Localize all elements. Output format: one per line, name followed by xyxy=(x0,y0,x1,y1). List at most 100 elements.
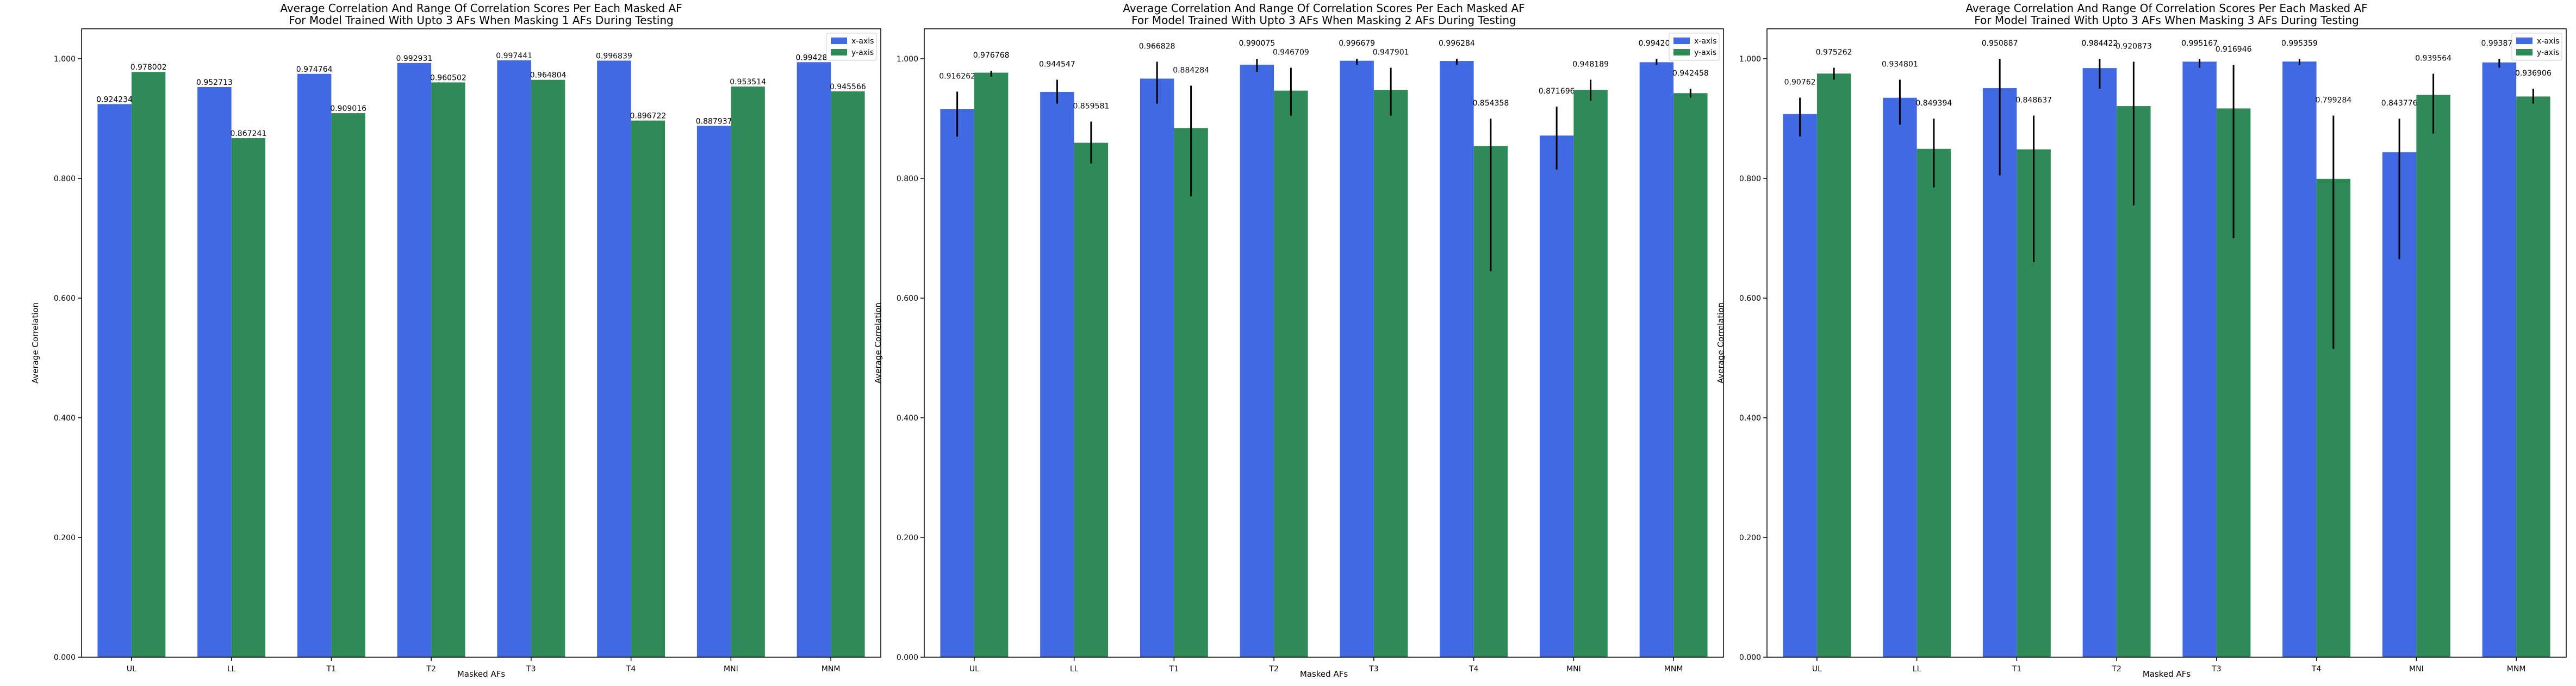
bar-x-axis-ll xyxy=(1883,97,1917,658)
x-tick-label: MNI xyxy=(724,665,738,673)
bar-y-axis-mnm xyxy=(1673,93,1708,658)
bar-x-axis-mnm xyxy=(2482,62,2517,657)
data-label-y-axis-t2: 0.960502 xyxy=(430,73,466,82)
x-tick-label: T1 xyxy=(2012,665,2021,673)
bar-y-axis-t2 xyxy=(431,82,465,658)
plot-frame xyxy=(81,28,881,658)
data-label-x-axis-t3: 0.995167 xyxy=(2181,39,2218,48)
legend-swatch-x-axis xyxy=(1673,38,1690,44)
chart-panel-2: Average Correlation And Range Of Correla… xyxy=(873,2,1724,679)
bar-x-axis-t4 xyxy=(1440,61,1474,657)
y-tick-label: 0.400 xyxy=(54,414,76,423)
data-label-y-axis-ll: 0.867241 xyxy=(230,129,266,138)
data-label-y-axis-t1: 0.848637 xyxy=(2015,96,2052,105)
bar-y-axis-t2 xyxy=(1274,90,1308,657)
legend-swatch-x-axis xyxy=(831,38,847,44)
bar-y-axis-ll xyxy=(1074,143,1109,657)
legend-label-x-axis: x-axis xyxy=(2537,37,2559,46)
bar-x-axis-ul xyxy=(940,109,974,657)
chart-title-line2: For Model Trained With Upto 3 AFs When M… xyxy=(289,14,673,27)
legend-swatch-y-axis xyxy=(2516,49,2533,55)
data-label-x-axis-ll: 0.934801 xyxy=(1882,60,1918,69)
bar-y-axis-t1 xyxy=(1174,128,1208,657)
x-tick-label: LL xyxy=(1913,665,1921,673)
data-label-y-axis-mnm: 0.936906 xyxy=(2515,69,2552,78)
data-label-y-axis-t3: 0.916946 xyxy=(2216,45,2252,54)
bar-x-axis-t1 xyxy=(297,73,332,657)
x-tick-label: MNI xyxy=(2409,665,2424,673)
data-label-y-axis-t2: 0.946709 xyxy=(1273,48,1309,57)
x-tick-label: UL xyxy=(969,665,979,673)
bar-y-axis-t3 xyxy=(1373,90,1408,658)
bar-x-axis-t1 xyxy=(1982,88,2017,658)
x-tick-label: T1 xyxy=(1169,665,1179,673)
bar-x-axis-t4 xyxy=(597,60,631,658)
bar-y-axis-t4 xyxy=(631,120,665,657)
x-tick-label: MNM xyxy=(822,665,841,673)
chart-panel-1: Average Correlation And Range Of Correla… xyxy=(30,2,881,679)
y-tick-label: 0.600 xyxy=(897,294,918,303)
bar-y-axis-ul xyxy=(1816,73,1851,658)
data-label-x-axis-mnm: 0.994287 xyxy=(795,53,832,62)
data-label-y-axis-t1: 0.909016 xyxy=(330,104,366,113)
data-label-x-axis-t4: 0.996284 xyxy=(1439,39,1475,48)
bar-x-axis-ul xyxy=(1783,114,1817,658)
chart-title-line1: Average Correlation And Range Of Correla… xyxy=(1123,2,1525,15)
legend-label-y-axis: y-axis xyxy=(2537,48,2559,57)
x-tick-label: UL xyxy=(127,665,136,673)
data-label-x-axis-ll: 0.944547 xyxy=(1039,60,1075,69)
bar-y-axis-ul xyxy=(131,72,166,658)
data-label-x-axis-ll: 0.952713 xyxy=(196,78,233,87)
x-tick-label: T4 xyxy=(2311,665,2322,673)
y-tick-label: 0.000 xyxy=(897,653,918,662)
data-label-x-axis-ul: 0.924234 xyxy=(96,95,133,104)
y-tick-label: 0.200 xyxy=(54,534,76,542)
data-label-x-axis-mni: 0.871696 xyxy=(1539,87,1575,96)
data-label-y-axis-mni: 0.948189 xyxy=(1572,60,1609,69)
bar-y-axis-ll xyxy=(1917,149,1951,657)
x-tick-label: UL xyxy=(1812,665,1822,673)
x-tick-label: MNM xyxy=(2507,665,2526,673)
data-label-y-axis-ll: 0.849394 xyxy=(1915,99,1952,108)
x-tick-label: T1 xyxy=(326,665,336,673)
bar-x-axis-t2 xyxy=(1240,64,1274,658)
x-tick-label: T3 xyxy=(1368,665,1378,673)
data-label-x-axis-t4: 0.995359 xyxy=(2281,39,2318,48)
x-tick-label: MNI xyxy=(1566,665,1581,673)
data-label-y-axis-t3: 0.947901 xyxy=(1373,48,1409,57)
bar-x-axis-mnm xyxy=(1639,62,1674,657)
data-label-y-axis-mnm: 0.945566 xyxy=(830,83,866,91)
y-tick-label: 1.000 xyxy=(897,55,918,64)
y-tick-label: 0.200 xyxy=(897,534,918,542)
x-tick-label: T2 xyxy=(426,665,435,673)
legend-label-y-axis: y-axis xyxy=(1694,48,1716,57)
data-label-x-axis-t2: 0.992931 xyxy=(396,54,432,63)
y-tick-label: 0.800 xyxy=(897,175,918,183)
data-label-y-axis-t4: 0.854358 xyxy=(1472,99,1509,108)
chart-title-line1: Average Correlation And Range Of Correla… xyxy=(1965,2,2367,15)
x-tick-label: T2 xyxy=(1268,665,1278,673)
bar-x-axis-ul xyxy=(97,104,132,658)
bar-y-axis-mni xyxy=(2416,95,2450,657)
data-label-x-axis-t1: 0.950887 xyxy=(1982,39,2018,48)
bar-x-axis-t3 xyxy=(497,60,531,657)
x-axis-label: Masked AFs xyxy=(1300,669,1348,679)
bar-y-axis-ll xyxy=(231,138,266,657)
bar-x-axis-t4 xyxy=(2282,61,2317,657)
data-label-x-axis-mni: 0.887937 xyxy=(696,117,732,126)
x-tick-label: T3 xyxy=(2211,665,2221,673)
x-tick-label: LL xyxy=(1070,665,1079,673)
bar-y-axis-t1 xyxy=(331,113,365,657)
bar-x-axis-t2 xyxy=(397,63,432,658)
data-label-x-axis-mnm: 0.993877 xyxy=(2481,39,2517,48)
chart-title-line1: Average Correlation And Range Of Correla… xyxy=(280,2,682,15)
legend-swatch-y-axis xyxy=(831,49,847,55)
y-axis-label: Average Correlation xyxy=(873,302,883,384)
bar-x-axis-mnm xyxy=(797,62,831,657)
data-label-x-axis-ul: 0.916262 xyxy=(939,72,975,81)
y-axis-label: Average Correlation xyxy=(30,302,40,384)
data-label-x-axis-t1: 0.966828 xyxy=(1139,42,1175,51)
bar-y-axis-mni xyxy=(731,86,765,657)
chart-title-line2: For Model Trained With Upto 3 AFs When M… xyxy=(1131,14,1516,27)
legend-label-x-axis: x-axis xyxy=(851,37,874,46)
